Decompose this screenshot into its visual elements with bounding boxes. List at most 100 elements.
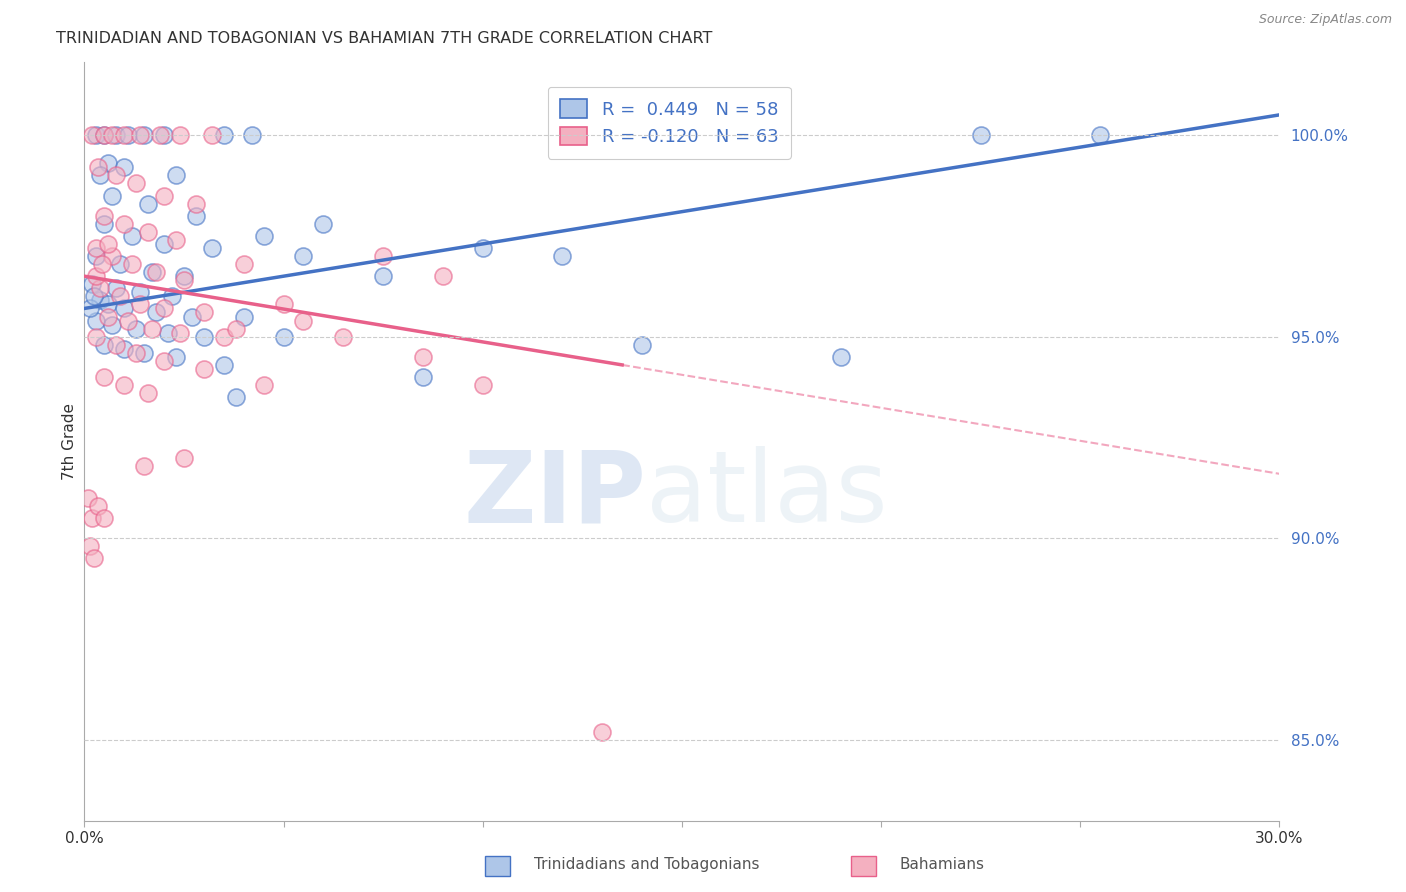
Point [181,310,204,324]
Point [97,156,120,170]
Point [93,511,115,525]
Point [1090,128,1112,142]
Point [132,346,156,360]
Point [212,128,235,142]
Point [165,350,187,364]
Point [253,228,276,243]
Point [273,297,295,311]
Point [112,217,135,231]
Point [93,128,115,142]
Point [273,329,295,343]
Point [121,228,143,243]
Point [83,551,105,566]
Point [184,196,207,211]
Point [93,370,115,384]
Point [110,289,132,303]
Point [86,249,108,263]
Point [117,313,139,327]
Text: ZIP: ZIP [463,446,647,543]
Point [153,188,176,202]
Point [129,285,152,300]
Point [232,257,254,271]
Point [112,378,135,392]
Point [970,128,993,142]
Point [201,241,224,255]
Point [112,342,135,356]
Point [751,128,773,142]
Point [153,354,176,368]
Point [145,265,167,279]
Point [101,318,124,332]
Point [97,310,120,324]
Point [125,346,148,360]
Point [432,269,454,284]
Point [125,177,148,191]
Point [292,313,315,327]
Point [145,305,167,319]
Point [225,390,247,404]
Point [412,370,434,384]
Point [312,217,335,231]
Point [153,236,176,251]
Point [86,128,108,142]
Point [129,297,152,311]
Point [141,321,163,335]
Point [110,257,132,271]
Point [101,249,124,263]
Point [373,269,395,284]
Point [77,491,100,505]
Point [79,540,101,554]
Text: Bahamians: Bahamians [900,857,984,872]
Legend: R =  0.449   N = 58, R = -0.120   N = 63: R = 0.449 N = 58, R = -0.120 N = 63 [547,87,792,159]
Point [82,511,104,525]
Point [169,128,191,142]
Point [631,337,654,351]
Point [830,350,852,364]
Point [193,305,215,319]
Point [89,293,111,308]
Point [93,128,115,142]
Point [112,128,135,142]
Point [105,337,128,351]
Point [86,313,108,327]
Point [184,209,207,223]
Point [101,188,124,202]
Point [253,378,276,392]
Point [292,249,315,263]
Point [87,161,110,175]
Point [82,277,104,292]
Point [471,378,494,392]
Point [83,289,105,303]
Point [160,289,183,303]
Point [149,128,172,142]
Point [591,725,613,739]
Point [136,225,159,239]
Point [97,297,120,311]
Point [82,128,104,142]
Point [471,241,494,255]
Point [93,337,115,351]
Point [97,236,120,251]
Point [89,169,111,183]
Point [125,321,148,335]
Text: Source: ZipAtlas.com: Source: ZipAtlas.com [1258,13,1392,27]
Point [105,128,128,142]
Point [551,249,574,263]
Point [332,329,354,343]
Point [86,329,108,343]
Point [132,128,156,142]
Point [129,128,152,142]
Point [232,310,254,324]
Point [86,241,108,255]
Text: Trinidadians and Tobagonians: Trinidadians and Tobagonians [534,857,759,872]
Point [117,128,139,142]
Point [93,209,115,223]
Point [373,249,395,263]
Point [105,281,128,295]
Point [91,257,114,271]
Point [193,329,215,343]
Point [79,301,101,316]
Point [153,301,176,316]
Point [93,217,115,231]
Point [153,128,176,142]
